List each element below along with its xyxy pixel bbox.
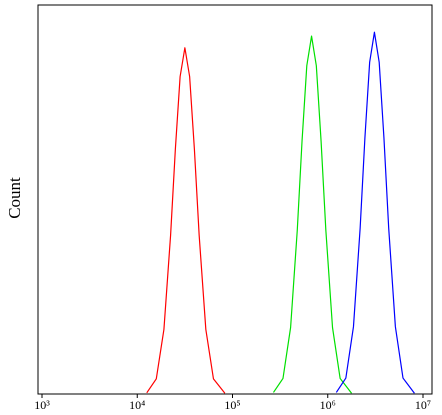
histogram-curve <box>335 31 415 394</box>
y-axis-label: Count <box>5 177 24 219</box>
histogram-curve <box>146 47 226 394</box>
histogram-curve <box>272 35 353 394</box>
x-tick-label: 10⁵ <box>224 398 240 412</box>
x-tick-label: 10⁷ <box>415 398 431 412</box>
x-tick-label: 10⁶ <box>320 398 336 412</box>
x-tick-label: 10³ <box>34 398 50 412</box>
x-tick-label: 10⁴ <box>129 398 145 412</box>
plot-frame <box>37 4 433 395</box>
